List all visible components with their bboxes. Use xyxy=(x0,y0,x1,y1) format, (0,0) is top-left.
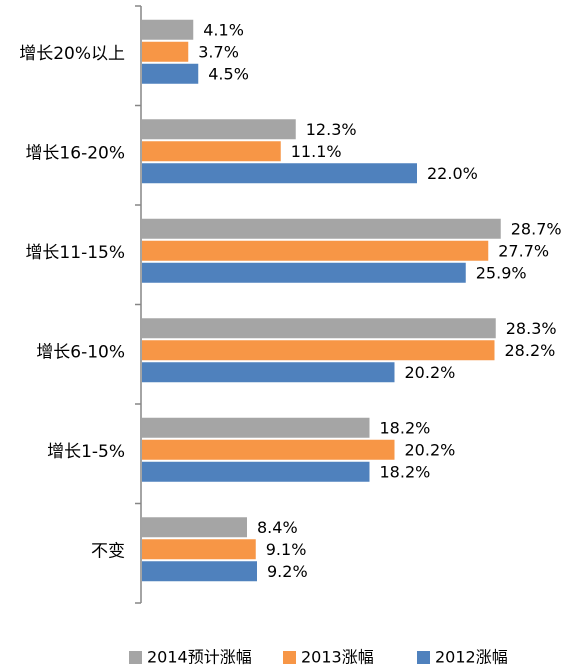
category-label: 增长20%以上 xyxy=(19,44,125,64)
category-label: 增长1-5% xyxy=(47,442,125,462)
data-label: 27.7% xyxy=(498,241,549,260)
data-label: 28.2% xyxy=(505,341,556,360)
bar xyxy=(142,240,489,261)
data-label: 18.2% xyxy=(380,418,431,437)
data-label: 28.3% xyxy=(506,319,557,338)
category-label: 增长11-15% xyxy=(25,243,125,263)
data-label: 20.2% xyxy=(405,363,456,382)
bar xyxy=(142,318,496,339)
bar xyxy=(142,163,417,184)
bar xyxy=(142,19,194,40)
legend-swatch xyxy=(129,651,142,664)
data-label: 28.7% xyxy=(511,219,562,238)
bar xyxy=(142,461,370,482)
bar xyxy=(142,517,247,538)
category-label: 不变 xyxy=(91,541,125,561)
data-label: 18.2% xyxy=(380,462,431,481)
bar xyxy=(142,417,370,438)
data-label: 11.1% xyxy=(291,142,342,161)
legend-swatch xyxy=(417,651,430,664)
bar xyxy=(142,362,395,383)
bar xyxy=(142,119,296,140)
legend-label: 2014预计涨幅 xyxy=(147,648,252,667)
legend-swatch xyxy=(283,651,296,664)
legend-label: 2012涨幅 xyxy=(435,648,508,667)
bar xyxy=(142,439,395,460)
bar xyxy=(142,41,189,62)
data-label: 25.9% xyxy=(476,263,527,282)
bar xyxy=(142,63,199,84)
category-label: 增长6-10% xyxy=(36,342,125,362)
data-label: 4.5% xyxy=(208,64,249,83)
legend: 2014预计涨幅 2013涨幅 2012涨幅 xyxy=(129,648,508,667)
data-label: 20.2% xyxy=(405,440,456,459)
data-label: 9.2% xyxy=(267,562,308,581)
category-label: 增长16-20% xyxy=(25,143,125,163)
bar xyxy=(142,141,281,162)
legend-label: 2013涨幅 xyxy=(301,648,374,667)
bar xyxy=(142,218,501,239)
bar xyxy=(142,539,256,560)
data-label: 12.3% xyxy=(306,120,357,139)
data-label: 3.7% xyxy=(198,42,239,61)
data-label: 22.0% xyxy=(427,164,478,183)
bar xyxy=(142,561,257,582)
data-label: 4.1% xyxy=(203,20,244,39)
bar xyxy=(142,340,495,361)
data-label: 8.4% xyxy=(257,518,298,537)
bar xyxy=(142,262,466,283)
data-label: 9.1% xyxy=(266,540,307,559)
